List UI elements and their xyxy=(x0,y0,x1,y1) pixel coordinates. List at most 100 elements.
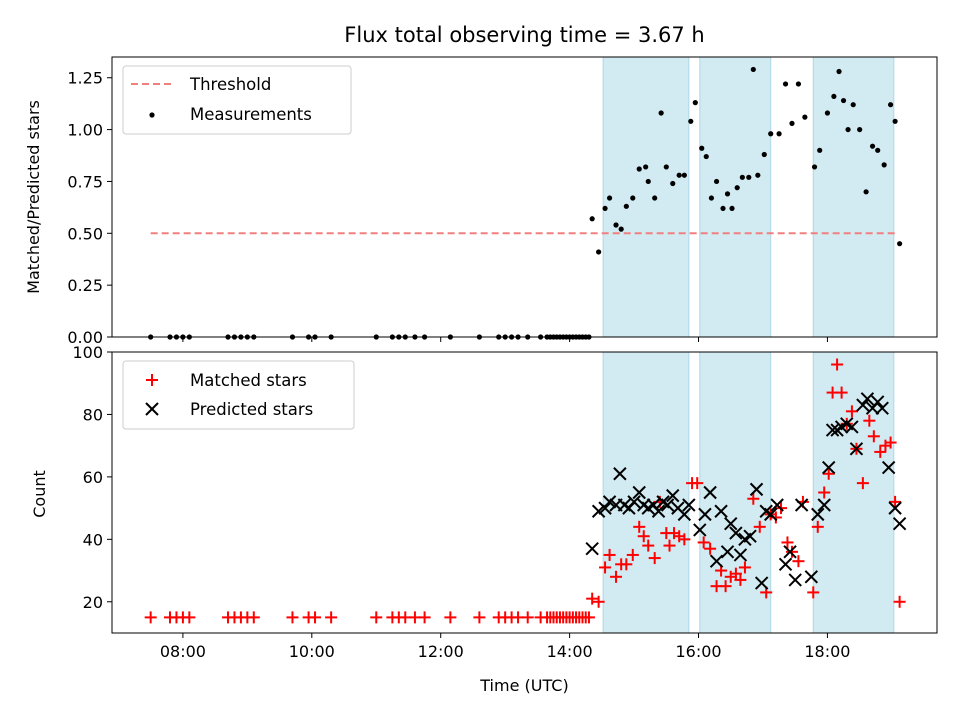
matched-star-point xyxy=(521,611,534,624)
predicted-star-point xyxy=(651,504,666,518)
predicted-star-point xyxy=(729,526,743,540)
matched-stars-legend-label: Matched stars xyxy=(190,371,307,390)
predicted-star-point xyxy=(743,529,757,543)
measurement-point xyxy=(802,114,808,120)
predicted-star-point xyxy=(783,545,797,559)
measurement-point xyxy=(776,131,782,137)
predicted-star-point xyxy=(822,460,836,475)
matched-star-point xyxy=(473,611,486,624)
measurement-point xyxy=(739,174,745,180)
measurement-point xyxy=(782,81,789,87)
threshold-legend-label: Threshold xyxy=(189,75,271,94)
top-shaded-interval xyxy=(602,56,690,338)
bottom-y-tick-label: 80 xyxy=(83,405,103,424)
predicted-star-point xyxy=(870,395,885,409)
matched-star-point xyxy=(642,539,655,552)
measurement-point xyxy=(836,68,842,75)
matched-star-point xyxy=(835,386,848,399)
measurement-point xyxy=(729,205,735,212)
measurement-point xyxy=(613,222,619,228)
matched-star-point xyxy=(286,611,299,624)
predicted-star-point xyxy=(788,573,802,587)
matched-star-point xyxy=(822,467,835,480)
top-y-tick-label: 0.75 xyxy=(67,172,103,191)
predicted-star-point xyxy=(778,557,793,572)
measurement-point xyxy=(658,110,664,116)
measurement-point xyxy=(643,164,649,170)
matched-star-point xyxy=(704,542,717,555)
x-tick-label: 16:00 xyxy=(675,642,721,661)
matched-star-point xyxy=(603,548,616,561)
predicted-star-point xyxy=(660,498,675,512)
measurement-point xyxy=(768,131,774,137)
matched-star-point xyxy=(729,567,742,580)
predicted-star-point xyxy=(754,576,769,590)
top-x-axis-ticks xyxy=(182,337,828,342)
predicted-star-point xyxy=(632,485,646,500)
measurement-point xyxy=(845,126,851,133)
matched-star-point xyxy=(648,552,661,565)
matched-star-point xyxy=(738,561,751,574)
measurement-point xyxy=(688,118,694,124)
matched-star-point xyxy=(144,611,157,624)
top-y-tick-label: 1.00 xyxy=(67,121,103,140)
matched-star-point xyxy=(663,539,676,552)
measurement-point xyxy=(681,172,687,178)
measurement-point xyxy=(708,195,715,201)
bottom-y-tick-label: 100 xyxy=(72,343,103,362)
measurement-point xyxy=(720,205,726,212)
bottom-x-axis-ticks: 08:00 10:00 12:00 14:00 16:00 18:00 xyxy=(160,633,850,661)
matched-star-point xyxy=(893,595,906,608)
predicted-star-point xyxy=(856,398,870,412)
measurement-point xyxy=(589,216,595,222)
matched-star-point xyxy=(418,611,431,624)
matched-star-point xyxy=(785,545,798,558)
matched-star-point xyxy=(818,486,831,499)
measurement-point xyxy=(755,172,761,178)
x-axis-label: Time (UTC) xyxy=(479,676,568,695)
matched-star-point xyxy=(747,492,760,505)
measurement-point xyxy=(857,126,863,133)
measurement-point xyxy=(789,120,795,126)
measurement-point xyxy=(652,195,658,201)
matched-stars-legend-icon xyxy=(146,374,158,386)
predicted-star-point xyxy=(875,401,889,415)
matched-star-point xyxy=(845,405,858,418)
top-y-axis-label: Matched/Predicted stars xyxy=(24,100,43,294)
matched-star-point xyxy=(582,611,595,624)
x-tick-label: 08:00 xyxy=(160,642,206,661)
predicted-star-point xyxy=(849,442,864,456)
top-plot-frame xyxy=(111,56,938,338)
predicted-star-point xyxy=(888,501,902,515)
x-tick-label: 18:00 xyxy=(804,642,850,661)
matched-star-point xyxy=(867,430,880,443)
measurement-point xyxy=(817,147,823,153)
predicted-star-point xyxy=(794,498,809,512)
matched-star-point xyxy=(325,611,338,624)
top-y-tick-label: 0.25 xyxy=(67,276,103,295)
top-y-tick-label: 0.00 xyxy=(67,328,103,347)
predicted-star-point xyxy=(613,467,627,481)
matched-star-point xyxy=(626,548,639,561)
matched-star-point xyxy=(753,520,766,533)
bottom-panel: 20 40 60 80 100 08:00 10:00 12:00 14:00 16:00 18:… xyxy=(30,343,938,695)
predicted-star-point xyxy=(764,507,778,522)
measurement-point xyxy=(703,153,709,160)
measurement-point xyxy=(663,164,669,170)
predicted-star-point xyxy=(598,501,612,515)
top-y-axis-ticks: 0.00 0.25 0.50 0.75 1.00 1.25 xyxy=(67,69,112,347)
predicted-star-point xyxy=(892,517,907,531)
top-panel: 0.00 0.25 0.50 0.75 1.00 1.25 Flux total obse… xyxy=(24,23,938,347)
matched-star-point xyxy=(884,436,897,449)
measurement-point xyxy=(692,100,698,106)
predicted-star-point xyxy=(682,498,696,512)
predicted-star-point xyxy=(733,548,748,562)
bottom-legend: Matched stars Predicted stars xyxy=(122,360,355,430)
predicted-star-point xyxy=(627,495,641,509)
measurement-point xyxy=(630,195,636,201)
measurement-point xyxy=(831,93,837,100)
measurement-point xyxy=(850,102,856,108)
matched-star-point xyxy=(697,536,710,549)
measurement-point xyxy=(892,118,898,124)
